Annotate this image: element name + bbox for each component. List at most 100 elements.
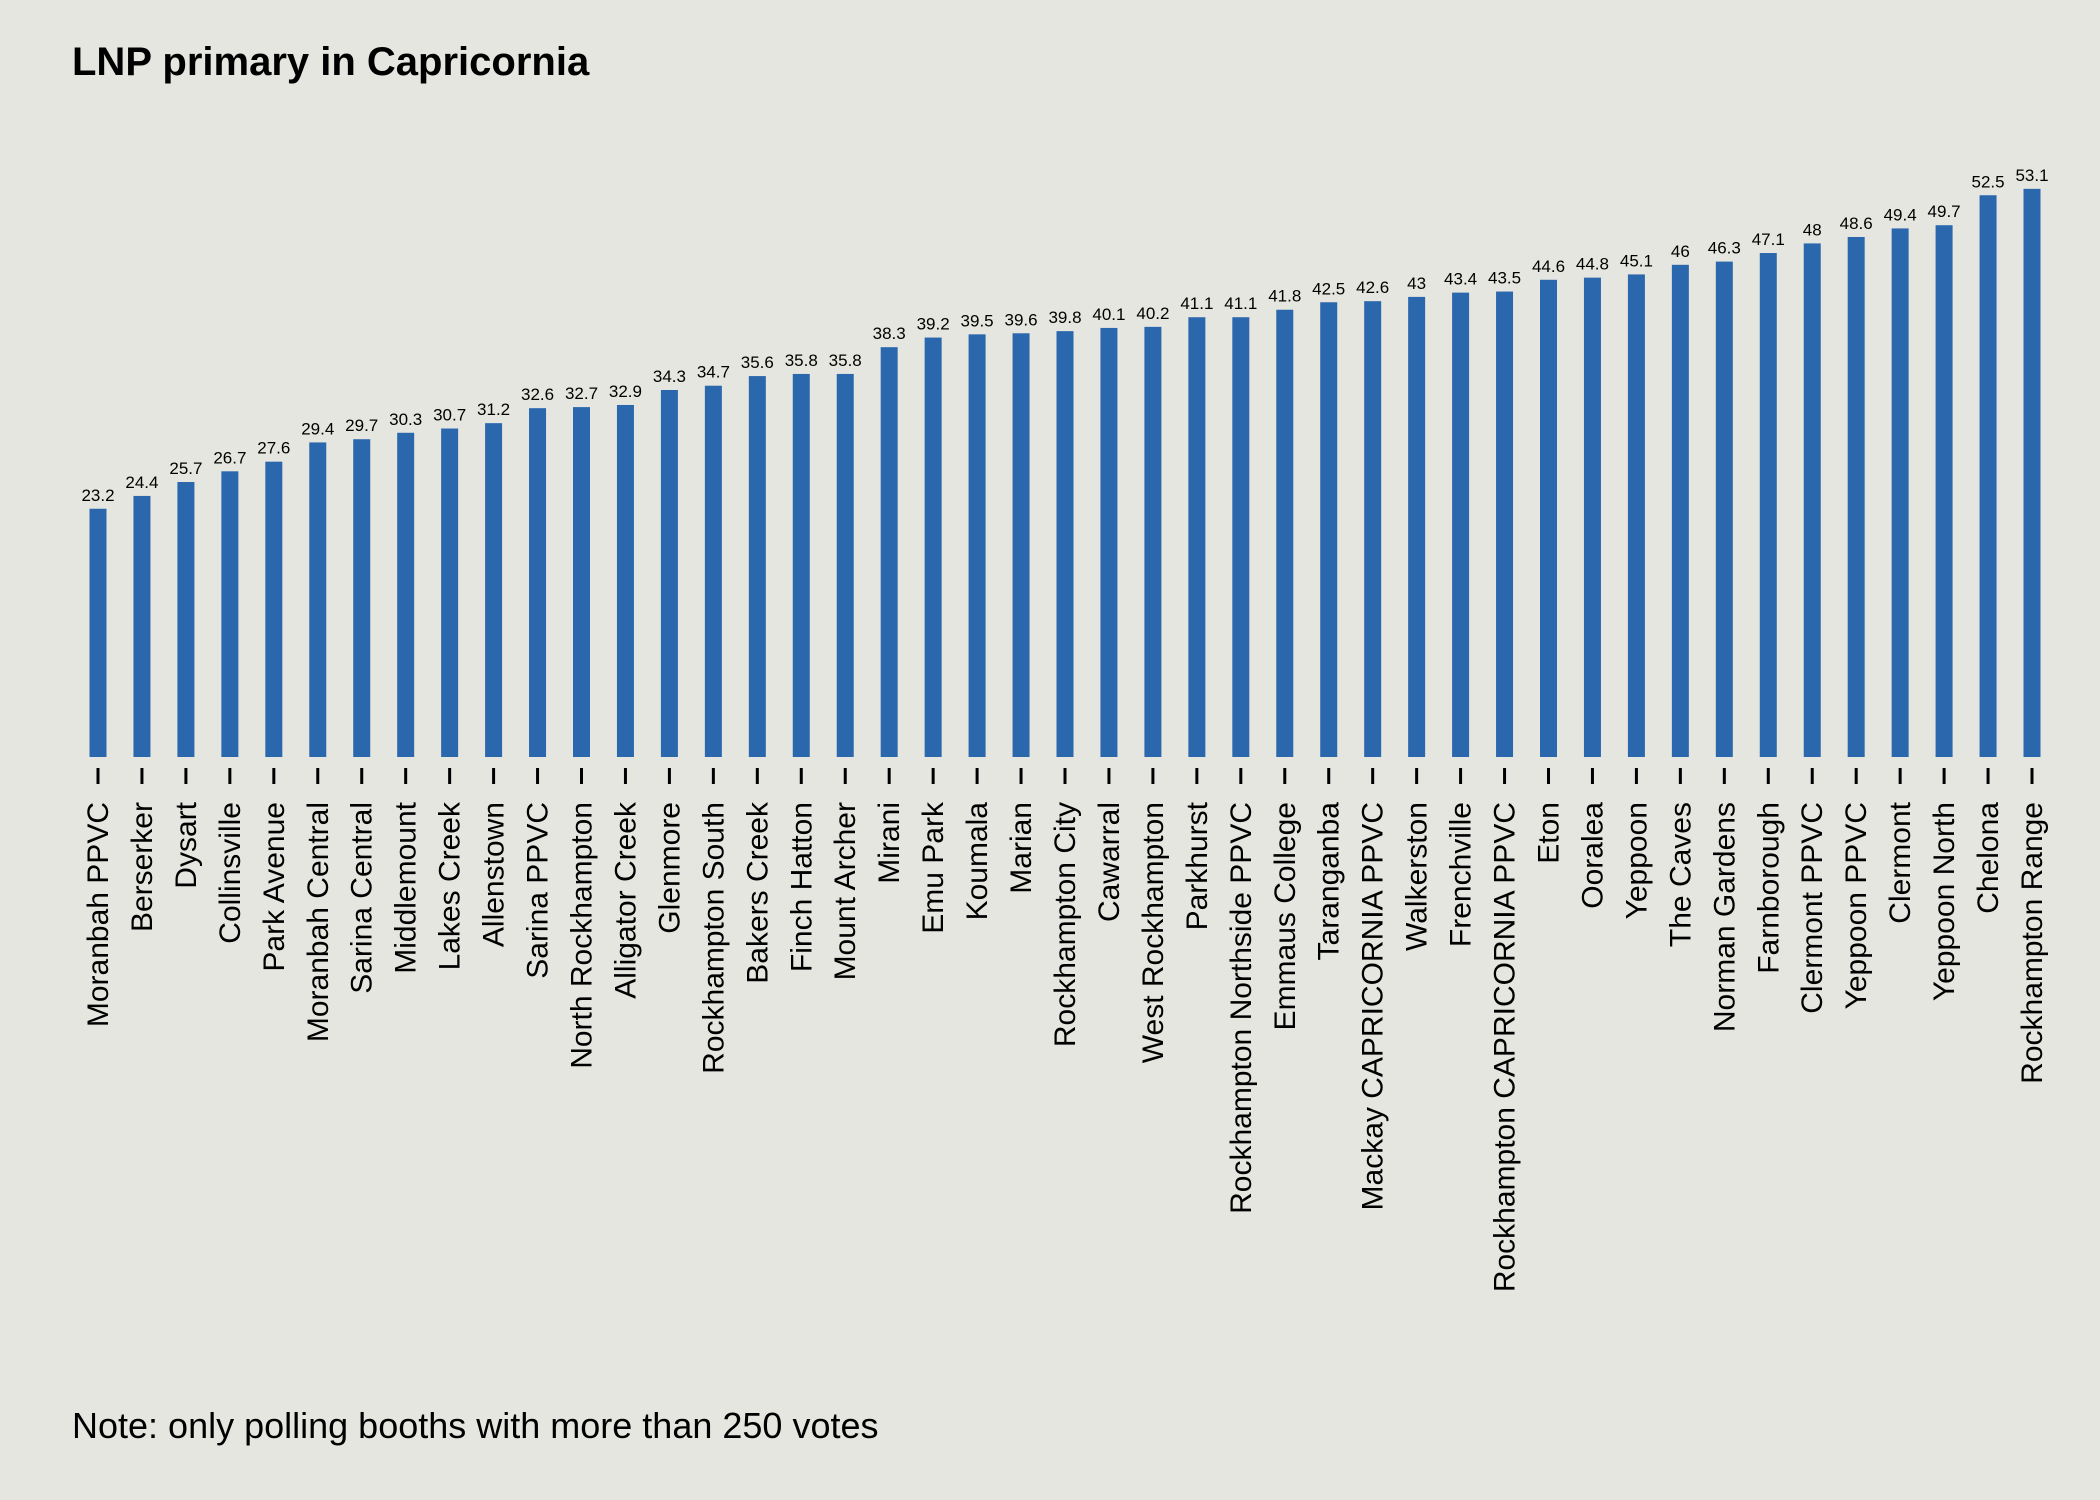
- x-tick-label: Mirani: [873, 802, 906, 884]
- data-label: 39.8: [1048, 308, 1081, 327]
- bar: [748, 376, 766, 757]
- x-tick-label: Frenchville: [1445, 802, 1478, 947]
- data-label: 30.3: [389, 410, 422, 429]
- data-label: 48.6: [1840, 214, 1873, 233]
- data-label: 29.7: [345, 416, 378, 435]
- bar: [2023, 188, 2041, 757]
- data-label: 34.3: [653, 367, 686, 386]
- bar: [1540, 279, 1557, 757]
- bar: [1627, 274, 1645, 757]
- bar: [1803, 243, 1821, 757]
- x-tick-label: Rockhampton Northside PPVC: [1225, 802, 1258, 1214]
- x-tick-label: Parkhurst: [1181, 801, 1214, 930]
- data-label: 42.6: [1356, 278, 1389, 297]
- data-label: 44.8: [1576, 255, 1609, 274]
- data-label: 47.1: [1752, 230, 1785, 249]
- data-label: 34.7: [697, 363, 730, 382]
- x-tick-label: Rockhampton City: [1049, 802, 1082, 1047]
- bar: [485, 423, 503, 757]
- x-tick-label: Glenmore: [653, 802, 686, 934]
- bar: [836, 373, 854, 757]
- x-tick-label: Yeppoon: [1620, 802, 1653, 919]
- data-label: 41.8: [1268, 287, 1301, 306]
- bar: [1935, 225, 1953, 757]
- bar: [1847, 236, 1865, 758]
- x-tick-label: Koumala: [961, 802, 994, 921]
- data-label: 44.6: [1532, 257, 1565, 276]
- bar: [573, 407, 590, 757]
- bar: [1583, 277, 1601, 757]
- bar: [309, 442, 327, 757]
- data-label: 43.4: [1444, 270, 1477, 289]
- x-tick-label: Emmaus College: [1269, 802, 1302, 1030]
- bar: [1188, 317, 1206, 757]
- data-label: 40.1: [1092, 305, 1125, 324]
- x-tick-label: Norman Gardens: [1708, 802, 1741, 1032]
- bar: [1012, 333, 1030, 757]
- bar: [1979, 195, 1997, 757]
- bar: [792, 373, 810, 757]
- x-tick-label: Chelona: [1972, 802, 2005, 914]
- data-label: 23.2: [81, 486, 114, 505]
- bar: [880, 347, 898, 757]
- bar: [924, 337, 942, 757]
- x-tick-label: Yeppoon PPVC: [1840, 802, 1873, 1009]
- x-tick-label: Cawarral: [1093, 802, 1126, 922]
- x-tick-label: West Rockhampton: [1137, 802, 1170, 1063]
- bar: [704, 385, 722, 757]
- data-label: 49.7: [1928, 202, 1961, 221]
- bar: [353, 439, 371, 757]
- x-tick-label: Middlemount: [390, 801, 423, 973]
- data-label: 39.6: [1005, 310, 1038, 329]
- bar: [1320, 302, 1338, 757]
- bar: [529, 408, 547, 757]
- bar: [1364, 301, 1382, 757]
- bar: [1452, 292, 1470, 757]
- data-label: 43: [1407, 274, 1426, 293]
- x-tick-label: Berserker: [126, 802, 159, 932]
- bar: [265, 461, 283, 757]
- data-label: 31.2: [477, 400, 510, 419]
- x-tick-label: Emu Park: [917, 801, 950, 934]
- x-tick-label: Mackay CAPRICORNIA PPVC: [1357, 802, 1390, 1210]
- chart-title: LNP primary in Capricornia: [72, 40, 590, 84]
- x-tick-label: Rockhampton Range: [2016, 802, 2049, 1084]
- data-label: 41.1: [1180, 294, 1213, 313]
- bar: [616, 404, 634, 757]
- bar: [1056, 331, 1074, 757]
- bar: [1671, 264, 1689, 757]
- bar: [397, 432, 415, 757]
- data-label: 30.7: [433, 406, 466, 425]
- x-tick-label: Finch Hatton: [785, 802, 818, 972]
- data-label: 32.7: [565, 384, 598, 403]
- x-tick-label: North Rockhampton: [566, 802, 599, 1069]
- data-label: 42.5: [1312, 279, 1345, 298]
- x-tick-label: Farnborough: [1752, 802, 1785, 974]
- bar: [89, 508, 107, 757]
- x-tick-label: Ooralea: [1576, 802, 1609, 909]
- bar: [1100, 327, 1118, 757]
- x-tick-label: Collinsville: [214, 802, 247, 944]
- bar: [968, 334, 986, 757]
- data-label: 35.6: [741, 353, 774, 372]
- x-tick-label: The Caves: [1664, 802, 1697, 947]
- x-tick-label: Walkerston: [1401, 802, 1434, 951]
- x-tick-label: Yeppoon North: [1928, 802, 1961, 1001]
- x-tick-label: Sarina Central: [346, 802, 379, 994]
- data-label: 46.3: [1708, 239, 1741, 258]
- x-tick-label: Alligator Creek: [609, 801, 642, 999]
- bar: [1232, 317, 1250, 757]
- bar: [441, 428, 459, 757]
- bar: [1891, 228, 1909, 758]
- x-tick-label: Rockhampton South: [697, 802, 730, 1074]
- data-label: 53.1: [2015, 166, 2048, 185]
- x-tick-label: Mount Archer: [829, 802, 862, 980]
- x-tick-label: Moranbah PPVC: [82, 802, 115, 1027]
- data-label: 45.1: [1620, 251, 1653, 270]
- x-tick-label: Dysart: [170, 801, 203, 888]
- data-label: 39.2: [917, 315, 950, 334]
- data-label: 46: [1671, 242, 1690, 261]
- bar: [1715, 261, 1733, 757]
